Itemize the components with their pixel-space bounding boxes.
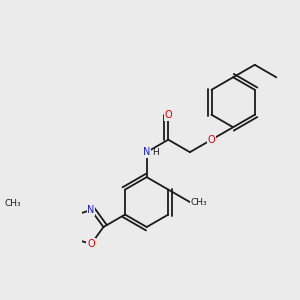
Text: O: O	[208, 135, 215, 145]
Text: CH₃: CH₃	[191, 198, 208, 207]
Text: H: H	[152, 148, 159, 157]
Text: O: O	[87, 239, 95, 249]
Text: CH₃: CH₃	[4, 200, 21, 208]
Text: O: O	[164, 110, 172, 120]
Text: N: N	[143, 147, 150, 157]
Text: N: N	[87, 205, 95, 215]
